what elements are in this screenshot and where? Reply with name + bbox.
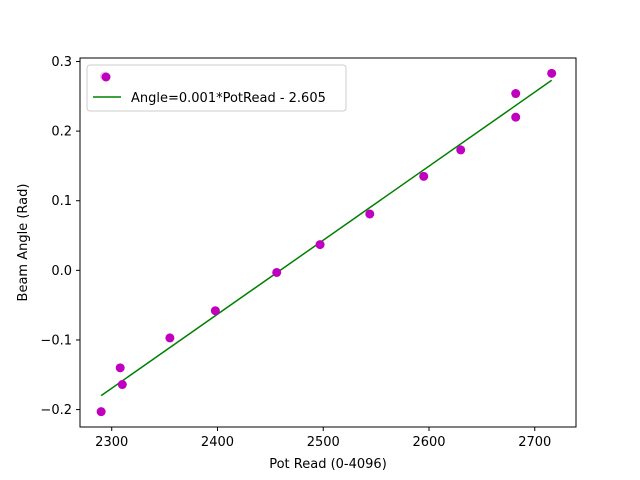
data-point-1	[96, 407, 106, 417]
y-axis-title: Beam Angle (Rad)	[16, 184, 31, 302]
x-tick-label: 2300	[95, 435, 128, 450]
data-point-10	[419, 171, 429, 181]
y-tick-label: −0.2	[40, 403, 72, 418]
data-point-13	[511, 112, 521, 122]
x-tick-label: 2400	[201, 435, 234, 450]
x-tick-label: 2600	[412, 435, 445, 450]
x-axis-ticks: 2300 2400 2500 2600 2700	[95, 427, 551, 450]
y-axis-ticks: −0.2 −0.1 0.0 0.1 0.2 0.3	[40, 55, 80, 418]
y-tick-label: 0.3	[51, 55, 72, 70]
data-point-12	[511, 89, 521, 99]
data-point-14	[547, 68, 557, 78]
legend-label: Angle=0.001*PotRead - 2.605	[131, 91, 326, 106]
data-point-8	[315, 240, 325, 250]
y-tick-label: 0.2	[51, 125, 72, 140]
y-tick-label: 0.1	[51, 194, 72, 209]
data-point-4	[117, 380, 127, 390]
data-point-7	[272, 267, 282, 277]
fit-line	[100, 79, 553, 397]
data-layer	[96, 68, 557, 417]
legend-marker-scatter	[101, 72, 111, 82]
plot-area	[80, 58, 576, 427]
x-axis-title: Pot Read (0-4096)	[269, 457, 387, 472]
data-point-5	[165, 333, 175, 343]
x-tick-label: 2700	[518, 435, 551, 450]
data-point-11	[456, 145, 466, 155]
data-point-3	[115, 363, 125, 373]
plot-frame	[79, 57, 577, 428]
y-tick-label: 0.0	[51, 264, 72, 279]
x-tick-label: 2500	[307, 435, 340, 450]
legend: Angle=0.001*PotRead - 2.605	[86, 64, 347, 112]
y-tick-label: −0.1	[40, 333, 72, 348]
legend-box	[86, 64, 347, 112]
data-point-6	[210, 306, 220, 316]
data-point-9	[365, 209, 375, 219]
